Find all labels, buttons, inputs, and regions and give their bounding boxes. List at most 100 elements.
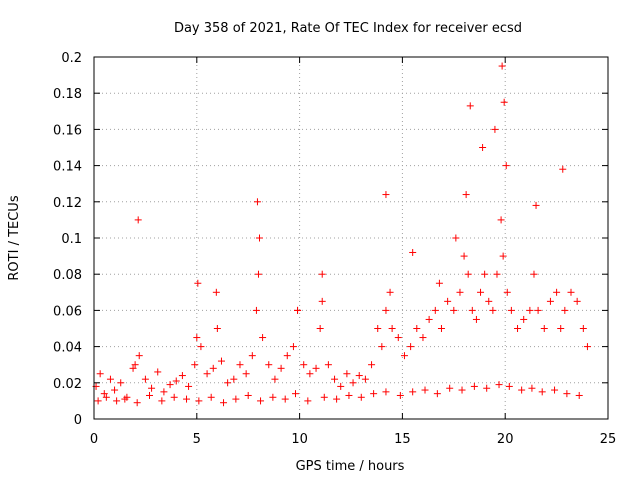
data-point [493,270,501,278]
data-point [129,364,137,372]
data-point [357,393,365,401]
data-point [551,386,559,394]
data-point [178,372,186,380]
y-axis-label: ROTI / TECUs [7,195,22,280]
data-point [100,390,108,398]
data-point [583,343,591,351]
data-point [248,352,256,360]
data-point [421,386,429,394]
data-point [277,364,285,372]
data-point [530,270,538,278]
data-point [185,382,193,390]
data-point [407,343,415,351]
y-tick-label: 0.02 [53,377,82,392]
data-point [505,382,513,390]
data-point [102,393,110,401]
data-point [318,297,326,305]
x-tick-label: 25 [600,432,617,447]
data-point [333,395,341,403]
data-point [526,306,534,314]
data-point [209,364,217,372]
axis-ticks: 0 5 10 15 20 25 0 0.02 0.04 0.06 0.08 0.1 0.12 0.14 0.… [53,51,616,447]
data-point [483,384,491,392]
data-point [425,315,433,323]
data-point [502,162,510,170]
data-point [498,62,506,70]
data-point [437,325,445,332]
data-point [113,397,121,405]
data-point [518,386,526,394]
x-tick-label: 15 [394,432,411,447]
data-point [400,352,408,360]
data-point [361,375,369,383]
data-point [304,397,312,405]
data-point [435,279,443,287]
x-tick-label: 5 [193,432,201,447]
data-point [289,343,297,351]
data-point [514,325,522,332]
data-point [195,397,203,405]
data-point [520,315,528,323]
y-tick-label: 0.06 [53,304,82,319]
data-point [131,361,139,369]
data-point [507,306,515,314]
data-point [575,391,583,399]
data-point [419,334,427,342]
data-point [452,234,460,242]
data-point [291,390,299,398]
y-tick-label: 0.16 [53,123,82,138]
data-point [203,370,211,378]
data-point [244,391,252,399]
data-point [242,370,250,378]
data-point [331,375,339,383]
data-point [563,390,571,398]
x-tick-label: 10 [291,432,308,447]
data-point [220,399,228,407]
data-point [230,375,238,383]
data-point [394,334,402,342]
data-point [534,306,542,314]
data-point [224,379,232,387]
data-point [294,306,302,314]
data-point [479,144,487,151]
data-point [283,352,291,360]
y-tick-label: 0.12 [53,196,82,211]
data-point [217,357,225,365]
y-tick-label: 0 [74,413,82,428]
data-point [253,198,261,206]
data-point [257,397,265,405]
data-point [553,288,561,296]
data-point [141,375,149,383]
y-tick-label: 0.08 [53,268,82,283]
data-point [94,397,102,405]
data-point [431,306,439,314]
data-point [481,270,489,278]
data-point [343,370,351,378]
data-point [388,325,396,332]
data-point [281,395,289,403]
data-point [355,372,363,380]
data-point [456,288,464,296]
data-point [491,125,499,133]
data-point [466,102,474,110]
y-tick-label: 0.2 [61,51,82,66]
grid-lines [94,57,608,419]
data-point [444,297,452,305]
data-point [433,390,441,398]
x-tick-label: 0 [90,432,98,447]
data-point [538,388,546,396]
data-point [197,343,205,351]
data-point [464,270,472,278]
data-point [382,306,390,314]
data-point [183,395,191,403]
data-point [111,386,119,394]
data-point [166,381,174,389]
data-point [212,288,220,296]
data-point [460,252,468,260]
data-point [489,306,497,314]
data-point [477,288,485,296]
data-point [320,393,328,401]
data-point [485,297,493,305]
data-point [573,297,581,305]
data-point [345,391,353,399]
